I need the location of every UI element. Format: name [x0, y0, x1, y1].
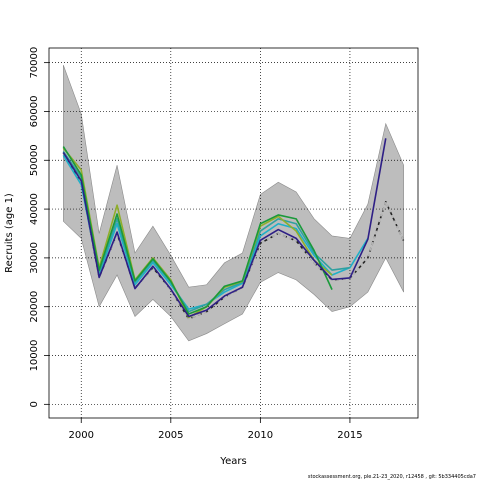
y-tick-label: 40000: [29, 193, 40, 225]
y-tick-label: 0: [29, 401, 40, 407]
confidence-band: [63, 64, 404, 342]
y-tick-label: 70000: [29, 47, 40, 79]
series-line-4: [62, 151, 351, 313]
plot-frame: [48, 47, 419, 419]
x-axis-title: Years: [219, 456, 246, 467]
x-axis: 2000 2005 2010 2015: [69, 418, 363, 441]
series-layer: [62, 138, 405, 320]
y-axis: 0 10000 20000 30000 40000 50000 60000 70000: [29, 47, 49, 408]
y-axis-title: Recruits (age 1): [4, 193, 15, 273]
x-tick-label: 2000: [69, 430, 94, 441]
x-tick-label: 2010: [248, 430, 273, 441]
confidence-band-layer: [63, 64, 404, 342]
y-tick-label: 10000: [29, 340, 40, 372]
y-tick-label: 60000: [29, 96, 40, 128]
y-tick-label: 20000: [29, 291, 40, 323]
y-tick-label: 30000: [29, 242, 40, 274]
footer-credit: stockassessment.org, ple.21-23_2020, r12…: [308, 474, 476, 480]
y-tick-label: 50000: [29, 144, 40, 176]
series-line-7: [62, 138, 387, 318]
series-line-6: [62, 146, 333, 315]
x-tick-label: 2005: [158, 430, 183, 441]
series-line-5: [62, 147, 333, 319]
x-tick-label: 2015: [337, 430, 362, 441]
